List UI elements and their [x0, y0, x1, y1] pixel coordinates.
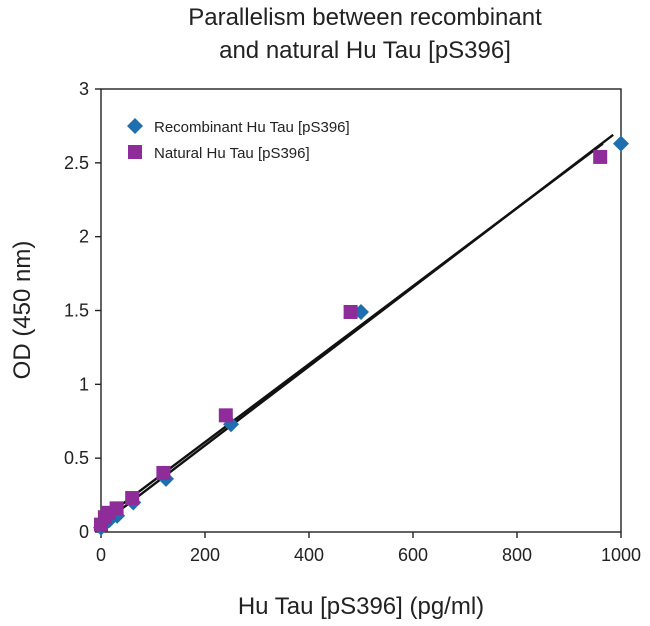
legend: Recombinant Hu Tau [pS396] Natural Hu Ta…	[127, 118, 350, 162]
chart-title-line-2: and natural Hu Tau [pS396]	[219, 37, 511, 64]
x-tick-label: 0	[96, 545, 106, 565]
y-axis-label: OD (450 nm)	[9, 241, 36, 380]
y-axis: 0 0.5 1 1.5 2 2.5 3	[64, 79, 101, 542]
y-tick-label: 1	[79, 374, 89, 394]
legend-label-recombinant: Recombinant Hu Tau [pS396]	[154, 119, 350, 136]
y-tick-label: 0	[79, 522, 89, 542]
natural-point	[109, 501, 124, 516]
chart-title-line-1: Parallelism between recombinant	[188, 4, 542, 31]
legend-label-natural: Natural Hu Tau [pS396]	[154, 145, 310, 162]
y-tick-label: 2.5	[64, 153, 89, 173]
natural-point	[593, 149, 608, 164]
x-tick-label: 800	[502, 545, 532, 565]
y-tick-label: 1.5	[64, 301, 89, 321]
natural-point	[343, 304, 358, 319]
x-tick-label: 600	[398, 545, 428, 565]
y-tick-label: 2	[79, 227, 89, 247]
fit-line-natural	[100, 142, 604, 522]
recombinant-point	[613, 135, 629, 152]
legend-marker-natural	[128, 145, 142, 159]
natural-point	[156, 465, 171, 480]
legend-marker-recombinant	[127, 118, 143, 134]
y-tick-label: 0.5	[64, 448, 89, 468]
data-points	[93, 135, 629, 536]
natural-point	[218, 408, 233, 423]
x-tick-label: 400	[294, 545, 324, 565]
fit-lines	[100, 133, 614, 526]
natural-point	[125, 491, 140, 506]
x-tick-label: 1000	[601, 545, 641, 565]
x-axis-label: Hu Tau [pS396] (pg/ml)	[238, 593, 484, 620]
x-tick-label: 200	[190, 545, 220, 565]
y-tick-label: 3	[79, 79, 89, 99]
x-axis: 0 200 400 600 800 1000	[96, 532, 641, 565]
